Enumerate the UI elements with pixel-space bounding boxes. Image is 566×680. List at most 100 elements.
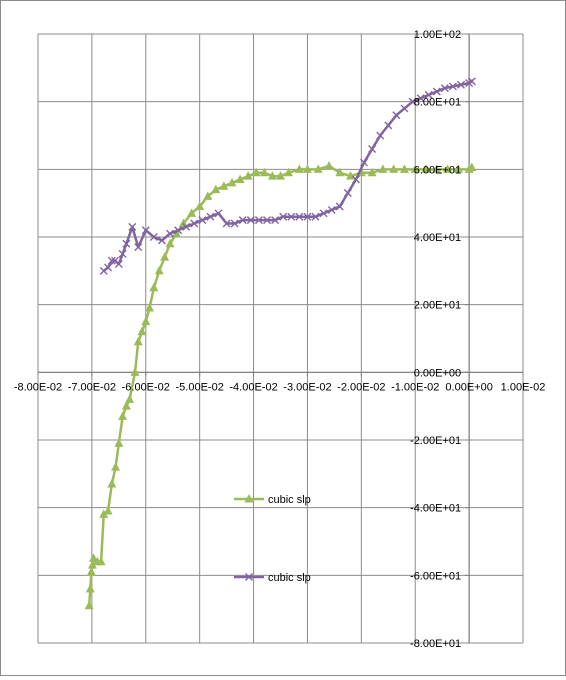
x-marker — [107, 256, 116, 265]
y-tick-label: 2.00E+01 — [414, 300, 461, 312]
triangle-marker — [203, 191, 213, 200]
triangle-marker — [149, 282, 159, 292]
triangle-marker — [103, 506, 113, 515]
triangle-marker — [107, 478, 117, 488]
triangle-marker — [99, 509, 109, 518]
x-marker — [114, 260, 123, 269]
y-tick-label: 4.00E+01 — [414, 232, 461, 244]
triangle-marker — [211, 184, 221, 194]
triangle-marker — [86, 566, 96, 576]
x-tick-label: 1.00E-02 — [501, 381, 546, 393]
x-marker — [408, 97, 417, 106]
triangle-marker — [133, 336, 143, 346]
x-tick-label: -4.00E-02 — [229, 381, 277, 393]
x-marker — [432, 87, 441, 96]
axes — [37, 33, 524, 644]
triangle-marker — [87, 560, 97, 569]
x-marker — [287, 212, 296, 221]
x-marker — [327, 205, 336, 214]
x-marker — [392, 111, 401, 120]
tick-labels: 1.00E+02 8.00E+01 6.00E+01 4.00E+01 2.00E+01… — [14, 29, 545, 650]
x-marker — [128, 222, 137, 231]
x-marker — [467, 77, 476, 86]
triangle-marker — [84, 600, 94, 610]
triangle-marker — [171, 228, 181, 238]
gridlines — [37, 33, 524, 644]
triangle-marker — [125, 394, 135, 403]
x-marker — [335, 202, 344, 211]
x-tick-label: -1.00E-02 — [391, 381, 439, 393]
x-marker — [134, 243, 143, 252]
triangle-marker — [251, 167, 261, 177]
x-marker — [295, 212, 304, 221]
triangle-marker — [154, 265, 164, 275]
x-marker — [246, 216, 255, 225]
x-marker — [157, 236, 166, 245]
triangle-marker — [346, 171, 356, 180]
x-marker — [190, 219, 199, 228]
triangle-marker — [302, 164, 312, 173]
x-marker — [368, 145, 377, 154]
triangle-marker — [453, 164, 463, 173]
triangle-marker — [141, 316, 151, 326]
x-marker — [311, 212, 320, 221]
triangle-marker — [399, 164, 409, 173]
y-tick-label: 6.00E+01 — [414, 164, 461, 176]
x-marker — [400, 104, 409, 113]
triangle-marker — [118, 411, 128, 420]
triangle-marker — [243, 171, 253, 180]
x-marker — [166, 229, 175, 238]
triangle-marker — [367, 167, 377, 177]
x-marker — [182, 222, 191, 231]
x-tick-label: -2.00E-02 — [337, 381, 385, 393]
x-marker — [351, 175, 360, 184]
triangle-marker — [421, 164, 431, 173]
y-tick-label: -2.00E+01 — [410, 435, 461, 447]
x-marker — [122, 239, 131, 248]
triangle-marker — [145, 303, 155, 312]
y-tick-label: 0.00E+00 — [414, 367, 461, 379]
data-series — [84, 77, 477, 610]
triangle-marker — [195, 201, 205, 211]
x-tick-label: -6.00E-02 — [122, 381, 170, 393]
triangle-marker — [219, 181, 229, 190]
x-marker — [174, 226, 183, 235]
y-tick-label: 1.00E+02 — [414, 29, 461, 41]
triangle-marker — [165, 238, 175, 248]
x-marker — [141, 226, 150, 235]
x-marker — [118, 249, 127, 258]
x-marker — [360, 158, 369, 167]
triangle-marker — [130, 367, 140, 376]
x-marker — [448, 82, 457, 91]
x-marker — [222, 219, 231, 228]
triangle-marker — [137, 326, 147, 336]
y-tick-label: -6.00E+01 — [410, 570, 461, 582]
x-marker — [149, 233, 158, 241]
x-marker — [376, 131, 385, 140]
x-marker — [206, 212, 215, 221]
x-tick-label: -7.00E-02 — [68, 381, 116, 393]
triangle-marker — [276, 171, 285, 180]
x-marker — [343, 189, 352, 198]
legend-label-2: cubic slp — [268, 572, 311, 584]
x-marker — [198, 216, 207, 225]
triangle-marker — [121, 401, 131, 410]
triangle-marker — [313, 164, 323, 173]
triangle-marker — [227, 177, 237, 187]
triangle-marker — [114, 438, 124, 447]
x-marker — [303, 212, 312, 221]
y-tick-label: 8.00E+01 — [414, 97, 461, 109]
y-tick-label: -4.00E+01 — [410, 503, 461, 515]
triangle-marker — [259, 167, 269, 177]
x-marker — [230, 219, 239, 228]
x-marker — [416, 94, 425, 103]
triangle-marker — [267, 171, 277, 180]
x-tick-label: -3.00E-02 — [283, 381, 331, 393]
triangle-marker — [443, 164, 453, 173]
triangle-marker — [467, 162, 477, 172]
x-marker — [384, 121, 393, 130]
x-marker — [263, 216, 272, 225]
triangle-marker — [187, 208, 197, 217]
triangle-marker — [235, 174, 245, 183]
